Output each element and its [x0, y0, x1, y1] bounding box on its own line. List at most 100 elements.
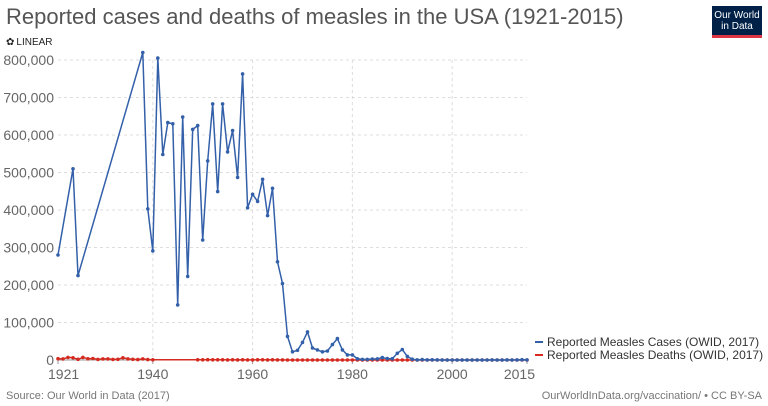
- data-point[interactable]: [275, 260, 280, 264]
- data-point[interactable]: [410, 357, 415, 362]
- data-point[interactable]: [430, 358, 435, 362]
- data-point[interactable]: [480, 358, 484, 362]
- data-point[interactable]: [285, 334, 290, 339]
- data-point[interactable]: [71, 356, 75, 360]
- data-point[interactable]: [285, 358, 290, 362]
- legend[interactable]: Reported Measles Cases (OWID, 2017)Repor…: [535, 335, 763, 362]
- legend-label[interactable]: Reported Measles Deaths (OWID, 2017): [547, 348, 763, 362]
- data-point[interactable]: [76, 357, 80, 362]
- data-point[interactable]: [305, 330, 310, 334]
- data-point[interactable]: [290, 350, 295, 354]
- data-point[interactable]: [360, 357, 365, 362]
- data-point[interactable]: [340, 358, 345, 362]
- data-point[interactable]: [485, 358, 489, 362]
- data-point[interactable]: [305, 358, 310, 362]
- data-point[interactable]: [166, 120, 170, 125]
- data-point[interactable]: [156, 56, 160, 60]
- data-point[interactable]: [210, 358, 215, 362]
- data-point[interactable]: [395, 351, 400, 356]
- data-point[interactable]: [171, 122, 175, 126]
- data-point[interactable]: [180, 115, 185, 119]
- data-point[interactable]: [71, 167, 75, 171]
- data-point[interactable]: [235, 358, 240, 362]
- data-point[interactable]: [106, 357, 110, 361]
- data-point[interactable]: [235, 175, 240, 180]
- data-point[interactable]: [225, 150, 230, 154]
- data-point[interactable]: [136, 357, 140, 362]
- data-point[interactable]: [81, 355, 85, 360]
- data-point[interactable]: [66, 355, 70, 360]
- data-point[interactable]: [515, 358, 519, 362]
- data-point[interactable]: [215, 189, 220, 194]
- data-point[interactable]: [330, 342, 335, 347]
- data-point[interactable]: [440, 358, 445, 362]
- data-point[interactable]: [355, 357, 360, 361]
- data-point[interactable]: [475, 358, 479, 362]
- data-point[interactable]: [450, 358, 455, 362]
- data-point[interactable]: [265, 358, 270, 362]
- data-point[interactable]: [315, 348, 320, 352]
- data-point[interactable]: [121, 356, 125, 360]
- data-point[interactable]: [131, 357, 135, 362]
- data-point[interactable]: [325, 349, 330, 353]
- data-point[interactable]: [460, 358, 464, 362]
- data-point[interactable]: [465, 358, 469, 362]
- data-point[interactable]: [405, 354, 410, 359]
- data-point[interactable]: [350, 353, 355, 357]
- data-point[interactable]: [220, 102, 225, 106]
- data-point[interactable]: [525, 358, 529, 362]
- data-point[interactable]: [175, 303, 180, 307]
- data-point[interactable]: [270, 358, 275, 362]
- data-point[interactable]: [195, 358, 200, 362]
- data-point[interactable]: [260, 358, 265, 362]
- data-point[interactable]: [151, 249, 155, 253]
- data-point[interactable]: [161, 152, 165, 157]
- owid-logo[interactable]: Our World in Data: [712, 6, 762, 38]
- footer-link[interactable]: OurWorldInData.org/vaccination/ • CC BY-…: [541, 390, 762, 402]
- data-point[interactable]: [260, 177, 265, 182]
- data-point[interactable]: [340, 348, 345, 352]
- data-point[interactable]: [126, 357, 130, 361]
- data-point[interactable]: [335, 336, 340, 341]
- data-point[interactable]: [425, 358, 430, 362]
- data-point[interactable]: [195, 123, 200, 128]
- data-point[interactable]: [495, 358, 499, 362]
- data-point[interactable]: [470, 358, 474, 362]
- data-point[interactable]: [300, 358, 305, 362]
- data-point[interactable]: [255, 358, 260, 362]
- scale-toggle-button[interactable]: ✿ LINEAR: [6, 37, 53, 48]
- data-point[interactable]: [325, 358, 330, 362]
- data-point[interactable]: [116, 357, 120, 362]
- data-point[interactable]: [146, 357, 150, 362]
- data-point[interactable]: [205, 159, 210, 163]
- data-point[interactable]: [151, 358, 155, 362]
- data-point[interactable]: [141, 357, 145, 361]
- data-point[interactable]: [335, 358, 340, 362]
- data-point[interactable]: [345, 353, 350, 357]
- data-point[interactable]: [86, 357, 90, 361]
- data-point[interactable]: [380, 355, 385, 360]
- data-point[interactable]: [400, 347, 405, 352]
- data-point[interactable]: [215, 358, 220, 362]
- data-point[interactable]: [320, 350, 325, 354]
- data-point[interactable]: [370, 357, 375, 361]
- data-point[interactable]: [315, 358, 320, 362]
- data-point[interactable]: [295, 358, 300, 362]
- data-point[interactable]: [420, 357, 425, 362]
- data-point[interactable]: [185, 274, 190, 279]
- data-point[interactable]: [56, 253, 60, 257]
- data-point[interactable]: [505, 358, 509, 362]
- data-point[interactable]: [255, 199, 260, 204]
- data-point[interactable]: [275, 358, 280, 362]
- data-point[interactable]: [300, 340, 305, 345]
- data-point[interactable]: [76, 273, 80, 278]
- data-point[interactable]: [240, 358, 245, 362]
- data-point[interactable]: [205, 357, 210, 362]
- data-point[interactable]: [520, 357, 524, 362]
- data-point[interactable]: [270, 186, 275, 191]
- data-point[interactable]: [200, 238, 205, 242]
- data-point[interactable]: [240, 72, 245, 76]
- data-point[interactable]: [61, 357, 65, 361]
- legend-label[interactable]: Reported Measles Cases (OWID, 2017): [547, 335, 759, 349]
- data-point[interactable]: [280, 281, 285, 286]
